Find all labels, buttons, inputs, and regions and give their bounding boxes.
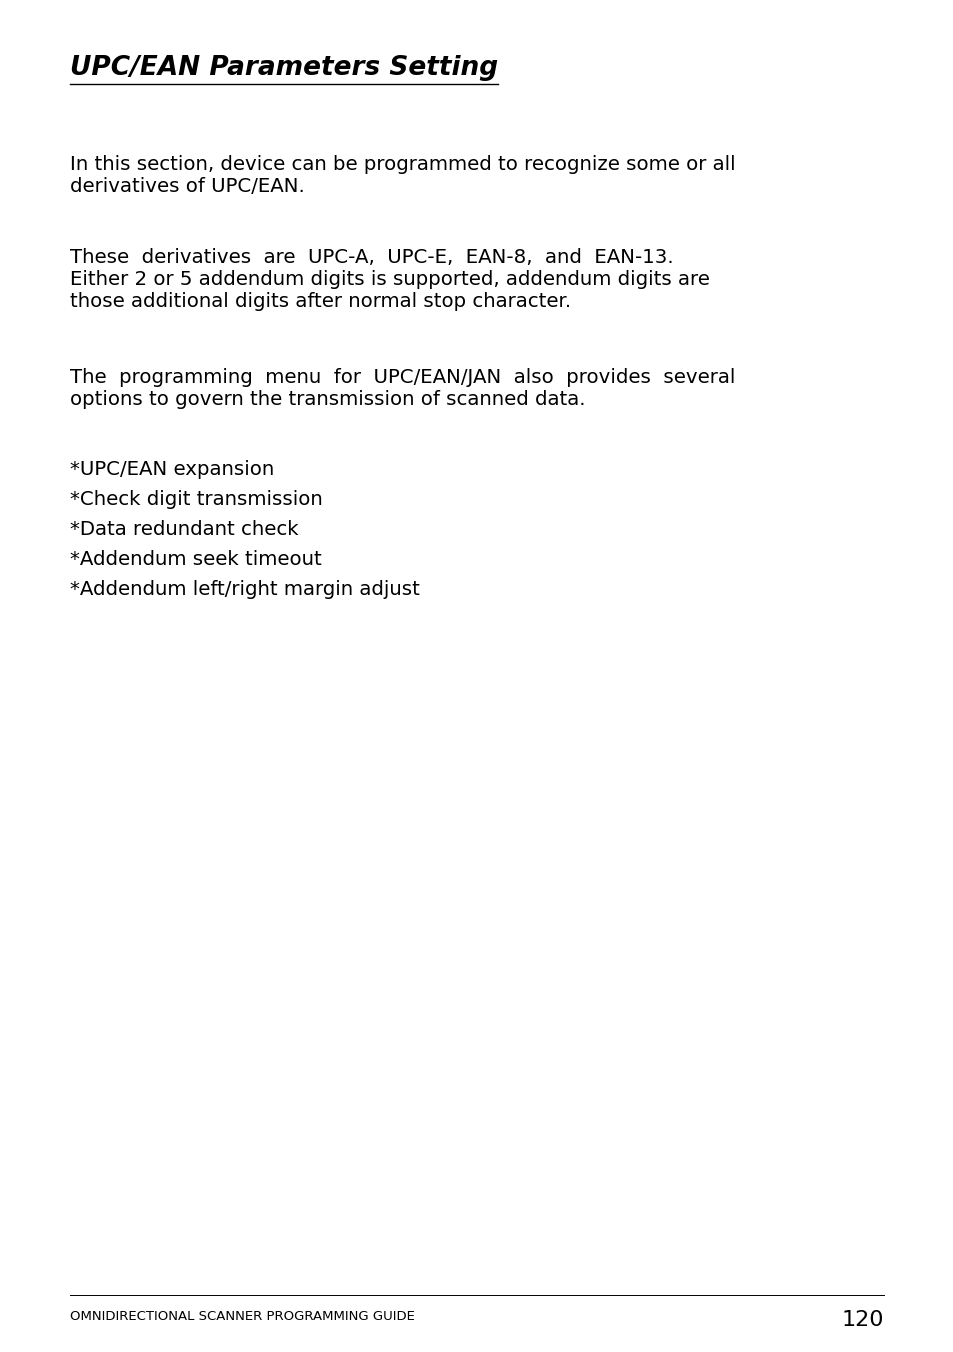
Text: OMNIDIRECTIONAL SCANNER PROGRAMMING GUIDE: OMNIDIRECTIONAL SCANNER PROGRAMMING GUID…	[70, 1310, 415, 1324]
Text: *Addendum left/right margin adjust: *Addendum left/right margin adjust	[70, 580, 419, 599]
Text: *Data redundant check: *Data redundant check	[70, 521, 298, 539]
Text: options to govern the transmission of scanned data.: options to govern the transmission of sc…	[70, 389, 585, 410]
Text: In this section, device can be programmed to recognize some or all: In this section, device can be programme…	[70, 155, 735, 174]
Text: These  derivatives  are  UPC-A,  UPC-E,  EAN-8,  and  EAN-13.: These derivatives are UPC-A, UPC-E, EAN-…	[70, 247, 673, 266]
Text: those additional digits after normal stop character.: those additional digits after normal sto…	[70, 292, 571, 311]
Text: 120: 120	[841, 1310, 883, 1330]
Text: UPC/EAN Parameters Setting: UPC/EAN Parameters Setting	[70, 55, 497, 81]
Text: *Check digit transmission: *Check digit transmission	[70, 489, 322, 508]
Text: The  programming  menu  for  UPC/EAN/JAN  also  provides  several: The programming menu for UPC/EAN/JAN als…	[70, 368, 735, 387]
Text: Either 2 or 5 addendum digits is supported, addendum digits are: Either 2 or 5 addendum digits is support…	[70, 270, 709, 289]
Text: *Addendum seek timeout: *Addendum seek timeout	[70, 550, 321, 569]
Text: *UPC/EAN expansion: *UPC/EAN expansion	[70, 460, 274, 479]
Text: derivatives of UPC/EAN.: derivatives of UPC/EAN.	[70, 177, 304, 196]
